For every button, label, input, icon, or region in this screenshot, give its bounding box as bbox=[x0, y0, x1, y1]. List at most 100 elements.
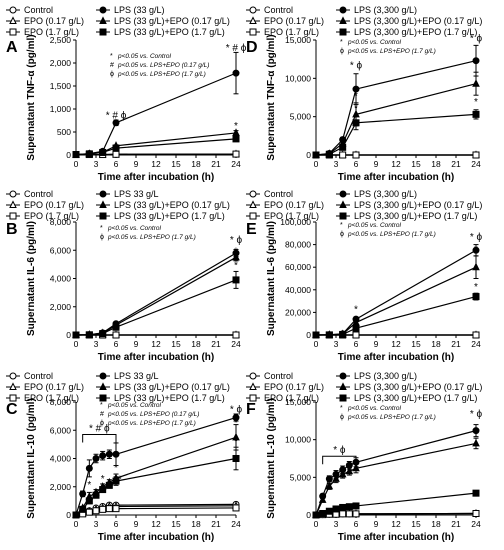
significance-mark: * bbox=[234, 436, 238, 447]
x-tick-label: 21 bbox=[211, 519, 221, 529]
note-symbol: # bbox=[110, 62, 114, 69]
x-tick-label: 6 bbox=[114, 339, 119, 349]
legend-label: LPS (3,300 g/L) bbox=[354, 189, 417, 199]
data-marker bbox=[312, 331, 320, 339]
note-symbol: * bbox=[340, 405, 343, 412]
legend-label: LPS 33 g/L bbox=[114, 189, 159, 199]
data-marker bbox=[232, 69, 240, 77]
data-marker bbox=[9, 16, 17, 24]
data-marker bbox=[352, 151, 360, 159]
legend-label: EPO (1.7 g/L) bbox=[264, 27, 319, 37]
x-tick-label: 12 bbox=[391, 159, 401, 169]
note-text: p<0.05 vs. LPS+EPO (1.7 g/L) bbox=[347, 48, 436, 55]
series-line bbox=[315, 295, 477, 336]
data-marker bbox=[232, 432, 240, 441]
data-marker bbox=[105, 481, 113, 489]
data-marker bbox=[92, 491, 100, 499]
point-marks: * ϕ * * * bbox=[354, 232, 482, 315]
significance-mark: * # ϕ bbox=[106, 111, 127, 122]
data-marker bbox=[232, 276, 240, 284]
significance-mark: * ϕ bbox=[470, 34, 483, 45]
note-symbol: * bbox=[110, 53, 113, 60]
y-tick-label: 500 bbox=[57, 127, 71, 137]
data-marker bbox=[232, 150, 240, 158]
legend-label: LPS 33 g/L bbox=[114, 371, 159, 381]
x-tick-label: 3 bbox=[334, 519, 339, 529]
axes: 0 5,000 10,000 15,000 0 3 6 9 12 15 18 21 24 Time aft… bbox=[266, 397, 481, 543]
y-tick-label: 5,000 bbox=[290, 112, 312, 122]
x-tick-label: 0 bbox=[314, 339, 319, 349]
significance-mark: * bbox=[234, 246, 238, 257]
data-marker bbox=[472, 110, 480, 118]
legend-label: EPO (0.17 g/L) bbox=[264, 200, 324, 210]
data-marker bbox=[325, 481, 334, 490]
x-tick-label: 15 bbox=[171, 159, 181, 169]
data-marker bbox=[339, 382, 347, 390]
data-marker bbox=[99, 16, 107, 24]
x-tick-label: 21 bbox=[451, 519, 461, 529]
note-symbol: * bbox=[100, 225, 103, 232]
series-5 bbox=[72, 270, 240, 339]
data-marker bbox=[99, 28, 107, 36]
x-axis-title: Time after incubation (h) bbox=[98, 172, 215, 183]
data-marker bbox=[339, 28, 347, 36]
note-symbol: ϕ bbox=[340, 414, 344, 421]
data-marker bbox=[339, 200, 347, 208]
y-axis-title: Supernatant TNF-α (pg/ml) bbox=[26, 34, 37, 160]
legend-label: Control bbox=[264, 371, 293, 381]
note-text: p<0.05 vs. Control bbox=[107, 225, 161, 232]
data-marker bbox=[312, 151, 320, 159]
data-marker bbox=[319, 509, 327, 517]
significance-mark: * bbox=[474, 60, 478, 71]
x-tick-label: 18 bbox=[191, 159, 201, 169]
significance-mark: * ϕ bbox=[230, 235, 243, 246]
series-line bbox=[75, 72, 237, 156]
data-marker bbox=[99, 452, 107, 460]
note-symbol: ϕ bbox=[340, 231, 344, 238]
data-marker bbox=[72, 151, 80, 159]
note-symbol: * bbox=[340, 39, 343, 46]
y-axis-title: Supernatant IL-10 (pg/ml) bbox=[266, 398, 277, 519]
x-tick-label: 24 bbox=[231, 519, 241, 529]
x-tick-label: 24 bbox=[231, 159, 241, 169]
data-marker bbox=[232, 331, 240, 339]
data-marker bbox=[472, 79, 480, 87]
legend-label: LPS (3,300 g/L) bbox=[354, 371, 417, 381]
data-marker bbox=[339, 143, 347, 151]
data-marker bbox=[9, 6, 17, 14]
data-marker bbox=[112, 150, 120, 158]
x-tick-label: 9 bbox=[374, 159, 379, 169]
point-marks: * ϕ** bbox=[230, 235, 243, 271]
y-tick-label: 100,000 bbox=[280, 217, 311, 227]
y-tick-label: 0 bbox=[306, 330, 311, 340]
y-tick-label: 15,000 bbox=[285, 35, 311, 45]
data-marker bbox=[112, 323, 120, 331]
x-tick-label: 15 bbox=[411, 339, 421, 349]
series-line bbox=[75, 279, 237, 336]
x-tick-label: 12 bbox=[151, 339, 161, 349]
legend-label: Control bbox=[264, 5, 293, 15]
x-tick-label: 21 bbox=[211, 339, 221, 349]
data-marker bbox=[352, 502, 360, 510]
significance-notes: * p<0.05 vs. Control# p<0.05 vs. LPS+EPO (… bbox=[110, 53, 209, 78]
x-tick-label: 3 bbox=[94, 519, 99, 529]
data-marker bbox=[339, 503, 347, 511]
series-5 bbox=[72, 446, 240, 519]
data-marker bbox=[352, 463, 360, 472]
data-marker bbox=[232, 414, 240, 422]
data-marker bbox=[79, 505, 87, 513]
data-marker bbox=[472, 246, 480, 254]
data-marker bbox=[332, 505, 340, 513]
note-symbol: * bbox=[340, 222, 343, 229]
y-tick-label: 5,000 bbox=[290, 472, 312, 482]
data-marker bbox=[112, 450, 120, 458]
significance-mark: * bbox=[354, 103, 358, 114]
legend-label: LPS (3,300 g/L)+EPO (0.17 g/L) bbox=[354, 382, 482, 392]
data-marker bbox=[249, 394, 257, 402]
data-marker bbox=[339, 190, 347, 198]
y-tick-label: 10,000 bbox=[285, 435, 311, 445]
